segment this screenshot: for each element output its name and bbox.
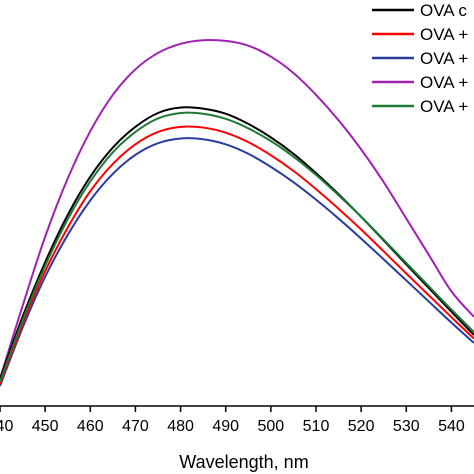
x-tick-label: 540 bbox=[438, 418, 465, 435]
legend-label-4: OVA + bbox=[420, 73, 468, 92]
x-tick-label: 520 bbox=[348, 418, 375, 435]
x-tick-label: 450 bbox=[32, 418, 59, 435]
series-layer bbox=[0, 38, 474, 387]
series-line-2 bbox=[0, 125, 474, 385]
legend-label-1: OVA c bbox=[420, 1, 467, 20]
plot-area: 440 450 460 470 480 490 500 510 520 530 540 bbox=[0, 38, 474, 435]
x-tick-label: 490 bbox=[212, 418, 239, 435]
x-tick-label: 440 bbox=[0, 418, 13, 435]
x-axis-ticks: 440 450 460 470 480 490 500 510 520 530 540 bbox=[0, 406, 465, 435]
legend-label-5: OVA + bbox=[420, 97, 468, 116]
x-tick-label: 530 bbox=[393, 418, 420, 435]
x-tick-label: 470 bbox=[122, 418, 149, 435]
x-tick-label: 480 bbox=[167, 418, 194, 435]
legend-label-2: OVA + bbox=[420, 25, 468, 44]
series-line-3 bbox=[0, 137, 474, 387]
series-line-5 bbox=[0, 111, 474, 382]
x-axis-label: Wavelength, nm bbox=[179, 452, 308, 472]
legend-label-3: OVA + bbox=[420, 49, 468, 68]
legend: OVA c OVA + OVA + OVA + OVA + bbox=[372, 1, 468, 116]
x-tick-label: 500 bbox=[258, 418, 285, 435]
x-tick-label: 460 bbox=[77, 418, 104, 435]
x-tick-label: 510 bbox=[303, 418, 330, 435]
series-line-4 bbox=[0, 38, 474, 380]
